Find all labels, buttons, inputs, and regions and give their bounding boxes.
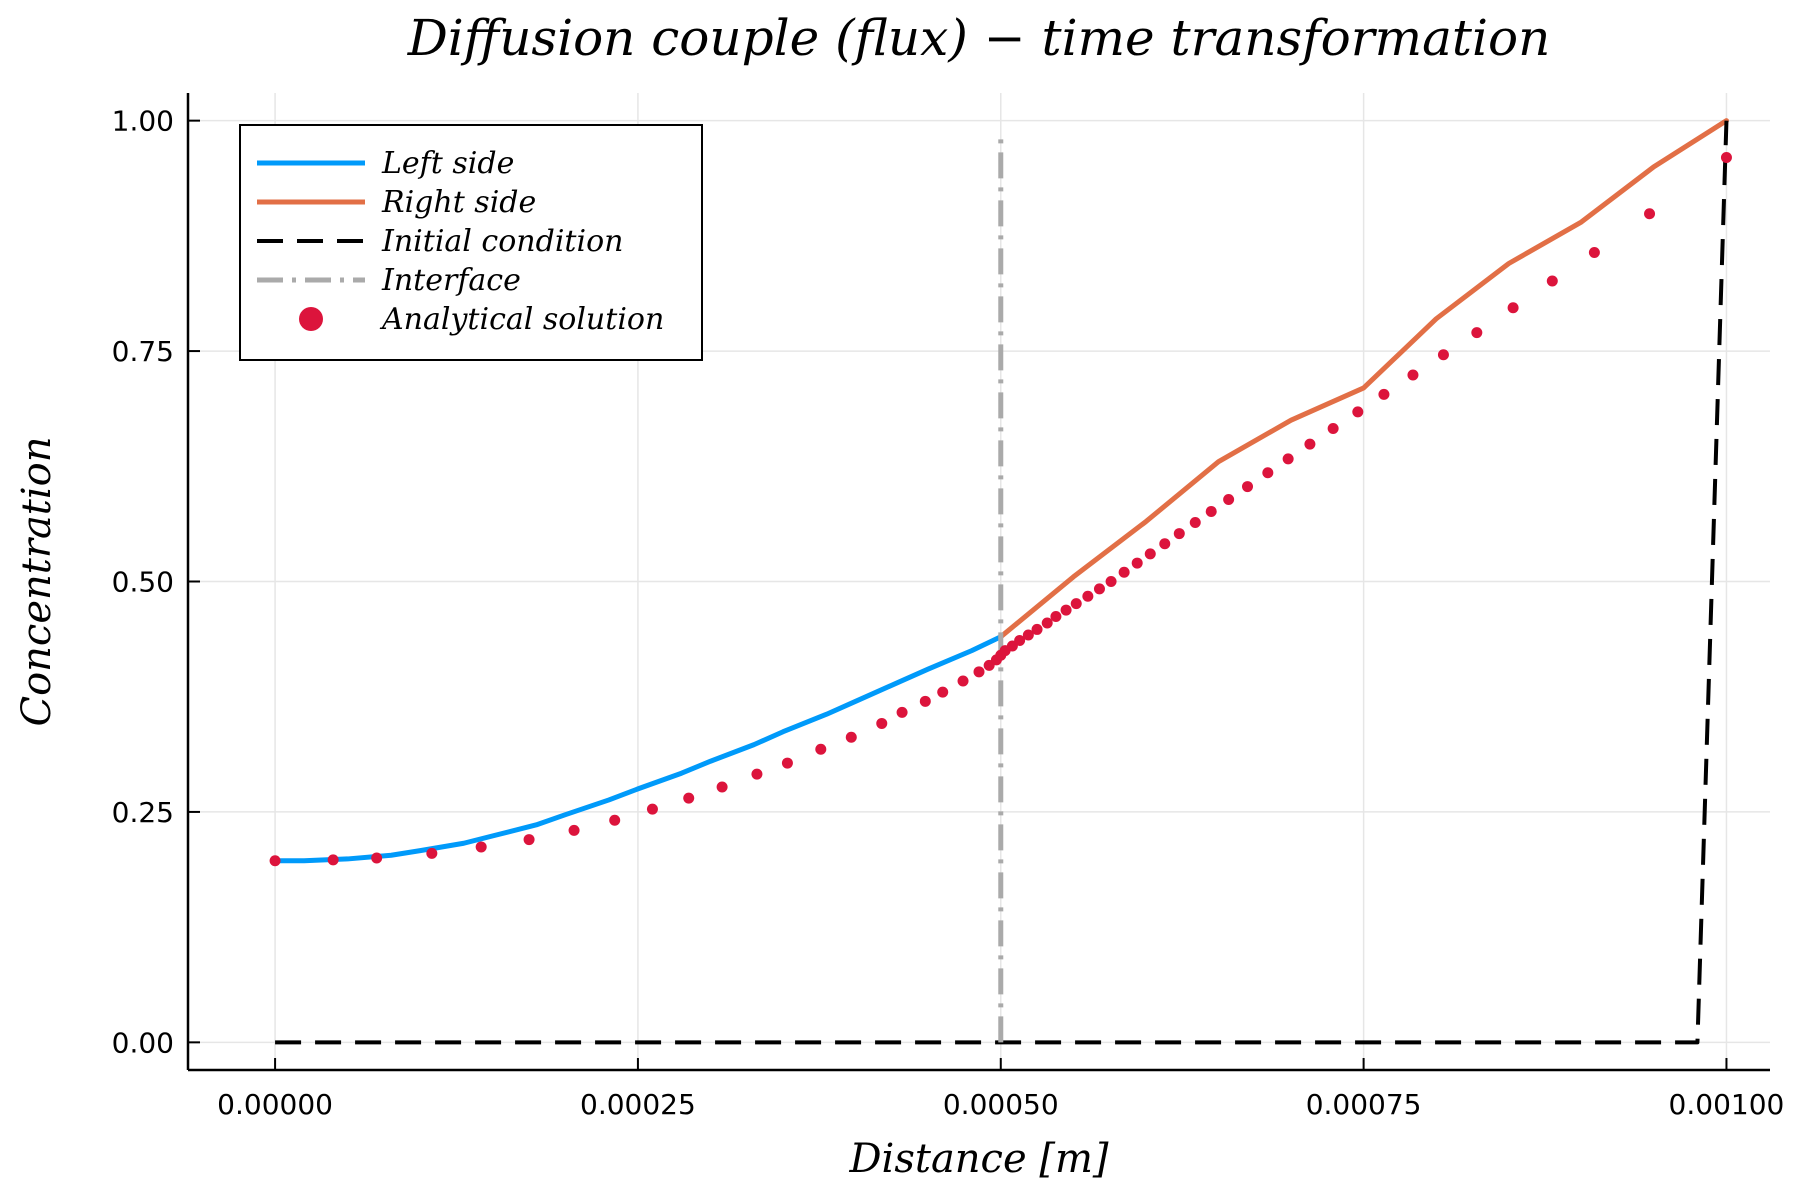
analytical-point xyxy=(1588,246,1600,258)
analytical-point xyxy=(957,675,969,687)
analytical-point xyxy=(1437,349,1449,361)
analytical-point xyxy=(1223,493,1235,505)
legend-label-4: Analytical solution xyxy=(379,302,664,337)
analytical-point xyxy=(1262,467,1274,479)
analytical-point xyxy=(1159,538,1171,550)
legend-label-0: Left side xyxy=(381,146,514,181)
analytical-point xyxy=(1144,548,1156,560)
analytical-point xyxy=(896,706,908,718)
analytical-point xyxy=(751,768,763,780)
series-line-1 xyxy=(998,118,1729,640)
analytical-point xyxy=(1050,611,1062,623)
analytical-point xyxy=(1093,583,1105,595)
analytical-point xyxy=(1304,438,1316,450)
y-tick-label-0: 0.00 xyxy=(112,1026,174,1059)
x-tick-label-1: 0.00025 xyxy=(580,1088,696,1121)
analytical-point xyxy=(1022,629,1034,641)
legend-label-3: Interface xyxy=(381,263,521,298)
x-tick-label-4: 0.00100 xyxy=(1669,1088,1785,1121)
analytical-point xyxy=(876,717,888,729)
series-line-0 xyxy=(272,634,1004,864)
analytical-point xyxy=(1070,598,1082,610)
analytical-point xyxy=(973,666,985,678)
series-initial-condition-line xyxy=(275,120,1729,1045)
analytical-point xyxy=(1014,634,1026,646)
analytical-point xyxy=(475,841,487,853)
text-layer: 0.00000 0.00025 0.00050 0.00075 0.00100 0.00 0… xyxy=(14,9,1784,1182)
x-tick-label-3: 0.00075 xyxy=(1306,1088,1422,1121)
analytical-point xyxy=(269,855,281,867)
analytical-point xyxy=(1060,604,1072,616)
analytical-point xyxy=(1644,208,1656,220)
analytical-point xyxy=(568,824,580,836)
y-axis-title: Concentration xyxy=(14,436,60,726)
analytical-point xyxy=(1173,528,1185,540)
x-tick-label-2: 0.00050 xyxy=(943,1088,1059,1121)
analytical-point xyxy=(1327,422,1339,434)
x-tick-label-0: 0.00000 xyxy=(217,1088,333,1121)
analytical-point xyxy=(716,781,728,793)
analytical-point xyxy=(327,854,339,866)
analytical-point xyxy=(1378,388,1390,400)
analytical-point xyxy=(845,731,857,743)
axes-layer xyxy=(186,93,1770,1072)
legend-swatch-4 xyxy=(299,307,323,331)
analytical-point xyxy=(1282,453,1294,465)
analytical-point xyxy=(1082,590,1094,602)
analytical-point xyxy=(1507,302,1519,314)
analytical-point xyxy=(937,686,949,698)
analytical-point xyxy=(1131,557,1143,569)
analytical-point xyxy=(646,803,658,815)
analytical-point xyxy=(1352,406,1364,418)
legend-layer: Left side Right side Initial condition Inte… xyxy=(239,124,703,361)
analytical-point xyxy=(1407,369,1419,381)
analytical-point xyxy=(1720,152,1732,164)
analytical-point xyxy=(609,814,621,826)
legend-label-1: Right side xyxy=(381,185,536,220)
analytical-point xyxy=(815,743,827,755)
chart-title: Diffusion couple (flux) − time transform… xyxy=(407,9,1551,67)
analytical-point xyxy=(426,847,438,859)
analytical-point xyxy=(919,695,931,707)
analytical-point xyxy=(781,757,793,769)
analytical-point xyxy=(1242,481,1254,493)
y-tick-label-1: 0.25 xyxy=(112,796,174,829)
y-tick-label-2: 0.50 xyxy=(112,566,174,599)
analytical-point xyxy=(523,834,535,846)
analytical-point xyxy=(1471,327,1483,339)
analytical-point xyxy=(1105,576,1117,587)
analytical-point xyxy=(1118,566,1130,578)
analytical-point xyxy=(1546,275,1558,287)
legend-label-2: Initial condition xyxy=(381,224,623,259)
analytical-point xyxy=(1031,623,1043,635)
analytical-point xyxy=(1189,517,1201,529)
x-axis-title: Distance [m] xyxy=(848,1136,1108,1182)
y-tick-label-3: 0.75 xyxy=(112,335,174,368)
y-tick-label-4: 1.00 xyxy=(112,105,174,138)
analytical-point xyxy=(1041,617,1053,629)
analytical-point xyxy=(683,792,695,804)
series-layer xyxy=(269,118,1732,1045)
analytical-point xyxy=(371,852,383,864)
analytical-point xyxy=(1205,505,1217,517)
